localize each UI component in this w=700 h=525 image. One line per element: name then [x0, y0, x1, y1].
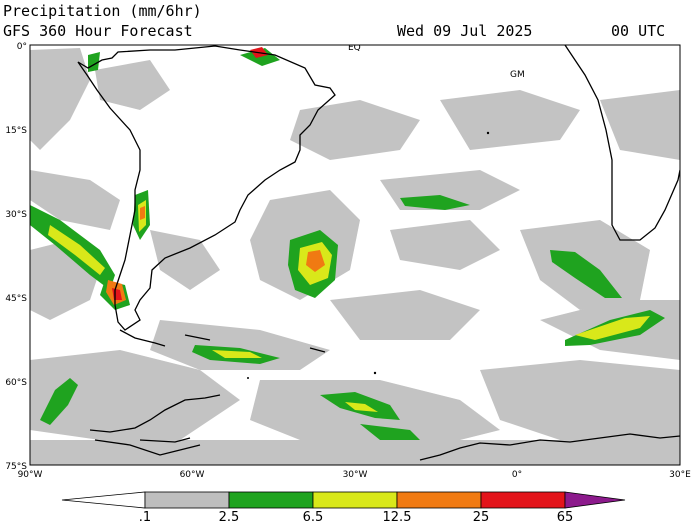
lon-label: 0°: [512, 470, 522, 480]
coastlines: [77, 45, 680, 461]
lat-label: 30°S: [5, 210, 27, 220]
lat-label: 45°S: [5, 294, 27, 304]
colorbar-segment-orange: [396, 491, 482, 509]
lat-label: 0°: [17, 42, 27, 52]
forecast-date: Wed 09 Jul 2025: [397, 22, 533, 40]
colorbar-segment-white: [61, 491, 146, 509]
greenwich-marker: GM: [510, 70, 525, 80]
colorbar-label: 65: [557, 510, 574, 525]
latitude-labels: 0° 15°S 30°S 45°S 60°S 75°S: [5, 42, 27, 472]
lon-label: 30°E: [669, 470, 691, 480]
colorbar-label: 12.5: [383, 510, 412, 525]
equator-marker: EQ: [348, 43, 361, 53]
colorbar-label: .1: [139, 510, 151, 525]
colorbar-segment-grey: [144, 491, 230, 509]
forecast-subtitle: GFS 360 Hour Forecast: [3, 22, 193, 40]
colorbar-label: 6.5: [303, 510, 324, 525]
colorbar-label: 2.5: [219, 510, 240, 525]
island-dots: [247, 131, 490, 379]
colorbar-segment-green: [228, 491, 314, 509]
intense-precip-areas: [106, 47, 325, 305]
lat-label: 60°S: [5, 378, 27, 388]
lon-label: 30°W: [343, 470, 368, 480]
map-border: [29, 44, 681, 466]
colorbar-segment-yellow: [312, 491, 398, 509]
chart-title: Precipitation (mm/6hr): [3, 2, 202, 20]
lon-label: 60°W: [180, 470, 205, 480]
forecast-time: 00 UTC: [611, 22, 666, 40]
lat-label: 15°S: [5, 126, 27, 136]
longitude-labels: 90°W 60°W 30°W 0° 30°E: [18, 470, 692, 480]
colorbar-segment-red: [480, 491, 566, 509]
lat-label: 75°S: [5, 462, 27, 472]
map-frame: EQ GM: [30, 43, 680, 465]
lon-label: 90°W: [18, 470, 43, 480]
colorbar-label: 25: [473, 510, 490, 525]
colorbar-legend: .1 2.5 6.5 12.5 25 65: [61, 491, 626, 525]
colorbar-segment-purple: [564, 491, 626, 509]
